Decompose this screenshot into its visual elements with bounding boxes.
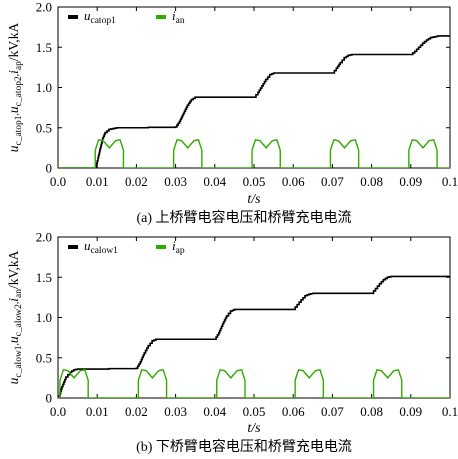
y-label-unit: /kV,kA [6,22,21,61]
legend-label-i_ap: iap [172,238,185,256]
legend-sub: an [176,16,185,26]
legend-swatch-u_catop1 [68,15,78,19]
y-label-sep: , [11,343,21,345]
x-tick-label: 0.07 [321,174,344,189]
legend-label-i_an: ian [172,8,185,26]
y-label-sub: an [14,289,24,298]
x-tick-label: 0.1 [442,174,458,189]
y-tick-label: 1.5 [36,40,52,55]
legend-sub: calow1 [91,246,119,256]
x-tick-label: 0.08 [360,174,383,189]
y-label-sub: c_alow2 [14,304,24,336]
y-tick-label: 0.5 [36,120,52,135]
y-tick-label: 1.0 [36,310,52,325]
legend-swatch-u_calow1 [68,245,78,249]
series-line-u_calow1 [58,275,450,398]
x-tick-label: 0.06 [282,174,305,189]
y-label-sub: c_alow1 [14,345,24,377]
y-label-var: i [6,298,21,302]
x-tick-label: 0.06 [282,404,305,419]
x-tick-label: 0.05 [243,174,266,189]
y-label-var: u [6,377,21,384]
y-label-sep: , [11,113,21,115]
x-tick-label: 0.03 [164,404,187,419]
series-line-i_an [58,139,450,168]
y-tick-label: 1.0 [36,80,52,95]
x-tick-label: 0.0 [50,174,66,189]
x-tick-label: 0.07 [321,404,344,419]
legend-var: i [172,8,176,23]
legend-swatch-i_ap [156,245,166,249]
y-label-sep: , [11,74,21,76]
y-axis-label: uc_alow1,uc_alow2,ian/kV,kA [6,250,24,384]
y-tick-label: 0 [46,391,53,406]
legend-var: u [84,8,91,23]
x-tick-label: 0.04 [203,174,226,189]
y-label-var: u [6,145,21,152]
figure-caption: (b) 下桥臂电容电压和桥臂充电电流 [136,438,352,455]
x-tick-label: 0.01 [86,174,109,189]
y-label-var: i [6,70,21,74]
y-label-unit: /kV,kA [6,250,21,289]
x-tick-label: 0.01 [86,404,109,419]
chart-panel-a: 0.0 0.01 0.02 0.03 0.04 0.05 0.06 0.07 0.08 0.09 0… [6,0,458,226]
y-label-sub: c_atop1 [14,115,24,145]
x-tick-label: 0.0 [50,404,66,419]
x-tick-label: 0.1 [442,404,458,419]
x-tick-label: 0.04 [203,404,226,419]
legend-label-u_catop1: ucatop1 [84,8,116,26]
legend-var: u [84,238,91,253]
y-tick-label: 0.5 [36,350,52,365]
y-label-var: u [6,336,21,343]
x-tick-label: 0.02 [125,404,148,419]
legend-var: i [172,238,176,253]
x-tick-label: 0.02 [125,174,148,189]
y-label-sub: ap [14,61,24,70]
series-line-i_ap [58,369,450,398]
legend-sub: catop1 [91,16,117,26]
legend-label-u_calow1: ucalow1 [84,238,118,256]
x-axis-label: t/s [247,192,261,207]
legend-sub: ap [176,246,185,256]
y-axis-label: uc_atop1,uc_atop2,iap/kV,kA [6,22,24,152]
figure-caption: (a) 上桥臂电容电压和桥臂充电电流 [136,209,351,226]
legend-swatch-i_an [156,15,166,19]
x-tick-label: 0.09 [399,404,422,419]
y-tick-label: 2.0 [36,0,52,15]
x-tick-label: 0.09 [399,174,422,189]
y-tick-label: 1.5 [36,270,52,285]
x-tick-label: 0.03 [164,174,187,189]
x-axis-label: t/s [247,421,261,436]
y-tick-label: 2.0 [36,230,52,245]
y-label-var: u [6,106,21,113]
y-label-sep: , [11,302,21,304]
series-line-u_catop1 [58,35,450,168]
y-tick-label: 0 [46,161,53,176]
chart-panel-b: 0.0 0.01 0.02 0.03 0.04 0.05 0.06 0.07 0.08 0.09 0… [6,230,458,456]
y-label-sub: c_atop2 [14,76,24,106]
x-tick-label: 0.05 [243,404,266,419]
x-tick-label: 0.08 [360,404,383,419]
